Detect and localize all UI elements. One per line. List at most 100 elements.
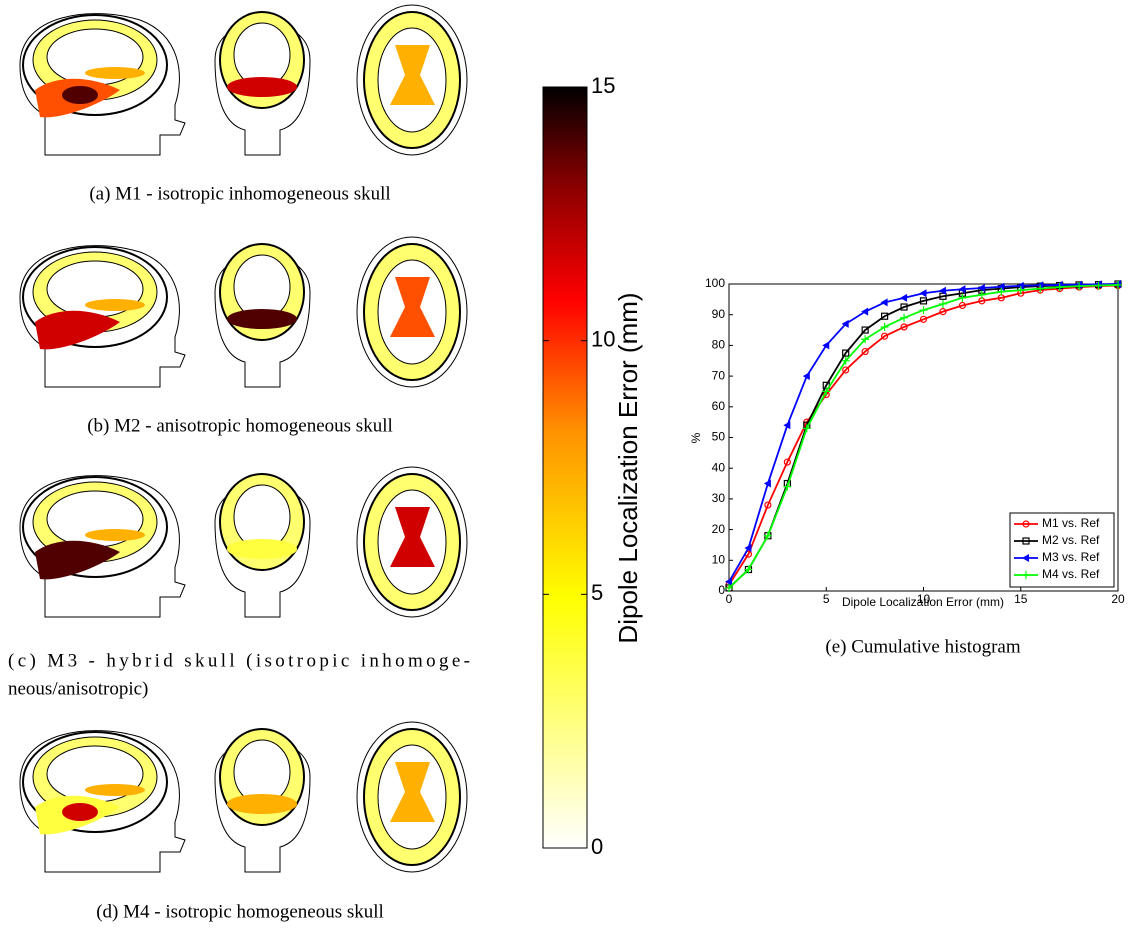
marker [822,341,830,350]
brain-panel [19,4,468,156]
marker [783,421,791,430]
y-tick-label: 60 [712,399,726,413]
marker [744,544,752,553]
legend-label: M2 vs. Ref [1042,533,1100,547]
marker [1022,520,1030,528]
heat-region [62,548,98,566]
marker [938,286,946,295]
head-outline [356,721,468,873]
marker [900,293,908,302]
x-tick-label: 20 [1111,592,1125,606]
marker [1036,284,1045,293]
y-tick-label: 70 [712,368,726,382]
head-outline [19,475,186,618]
legend-label: M3 vs. Ref [1042,550,1100,564]
panel-caption: (c) M3 - hybrid skull (isotropic inhomog… [8,650,470,671]
heat-region [62,86,98,104]
marker [900,303,908,311]
marker [822,387,831,396]
marker [783,482,792,491]
y-tick-label: 20 [712,522,726,536]
heat-region [62,803,98,821]
marker [1055,283,1064,292]
marker [1022,571,1030,579]
marker [938,299,947,308]
marker [763,479,771,488]
y-tick-label: 30 [712,491,726,505]
marker [1022,554,1029,562]
marker [919,315,928,323]
y-tick-label: 40 [712,460,726,474]
marker [997,287,1006,296]
heat-region [85,784,145,796]
marker [861,335,870,344]
marker [939,292,947,300]
x-axis-label: Dipole Localization Error (mm) [842,595,1004,609]
head-outline [19,245,186,388]
heat-region [227,77,297,97]
y-tick-label: 50 [712,430,726,444]
marker [842,366,850,374]
marker [841,319,849,328]
y-tick-label: 80 [712,338,726,352]
panel-caption: (a) M1 - isotropic inhomogeneous skull [89,183,390,204]
heat-region [390,762,435,822]
heat-region [390,507,435,567]
colorbar-tick-label: 10 [591,326,615,351]
marker [841,356,850,365]
marker [764,501,772,509]
brain-panel [19,236,468,388]
marker [958,285,966,294]
x-tick-label: 10 [917,592,931,606]
heat-region [85,299,145,311]
head-outline [19,730,186,873]
marker [1016,286,1025,295]
marker [919,306,928,315]
marker [861,307,869,316]
marker [900,323,908,331]
marker [900,313,909,322]
marker [1114,280,1122,289]
marker [725,583,733,592]
head-outline [356,236,468,388]
marker [919,289,927,298]
y-tick-label: 0 [718,583,725,597]
marker [1022,537,1030,545]
panel-caption: (d) M4 - isotropic homogeneous skull [96,901,384,922]
marker [725,577,732,586]
marker [880,322,889,331]
heat-region [227,539,297,559]
x-tick-label: 0 [726,592,733,606]
marker [802,372,810,381]
marker [880,312,889,320]
x-tick-label: 5 [823,592,830,606]
head-outline [19,13,186,156]
marker [861,347,869,356]
marker [977,283,985,292]
heat-region [227,794,297,814]
heat-region [85,67,145,79]
marker [958,293,967,302]
marker [880,332,889,340]
marker [1094,281,1103,290]
heat-region [390,277,435,337]
colorbar [542,86,588,849]
marker [783,458,791,466]
legend-label: M1 vs. Ref [1042,516,1100,530]
panel-caption: (b) M2 - anisotropic homogeneous skull [87,415,393,436]
marker [1016,281,1024,290]
head-outline [356,466,468,618]
heat-region [390,45,435,105]
marker [842,349,850,357]
brain-panel [19,466,468,618]
heat-region [62,318,98,336]
colorbar-label: Dipole Localization Error (mm) [613,292,643,643]
legend-label: M4 vs. Ref [1042,567,1100,581]
marker [919,297,928,305]
colorbar-tick-label: 5 [591,580,603,605]
head-outline [356,4,468,156]
colorbar-tick-label: 0 [591,834,603,859]
heat-region [85,529,145,541]
marker [939,308,947,316]
